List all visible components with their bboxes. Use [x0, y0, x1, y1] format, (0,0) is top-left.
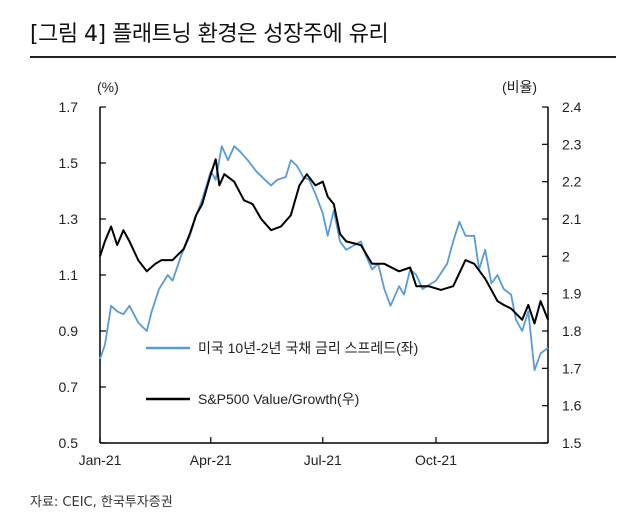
- left-tick-label: 1.3: [59, 211, 79, 227]
- left-tick-label: 0.5: [59, 435, 79, 451]
- title-divider: [30, 56, 616, 58]
- chart-title: [그림 4] 플래트닝 환경은 성장주에 유리: [30, 22, 389, 47]
- spread-line: [99, 145, 549, 372]
- x-tick-label: Oct-21: [415, 452, 457, 468]
- right-tick-label: 1.7: [562, 360, 582, 376]
- left-tick-label: 1.1: [59, 267, 79, 283]
- left-tick-label: 0.7: [59, 379, 79, 395]
- left-tick-label: 1.5: [59, 155, 79, 171]
- right-tick-label: 2.4: [562, 99, 582, 115]
- left-tick-label: 1.7: [59, 99, 79, 115]
- x-tick-label: Jul-21: [304, 452, 342, 468]
- right-tick-label: 1.8: [562, 323, 582, 339]
- x-tick-label: Jan-21: [79, 452, 122, 468]
- legend-label-value-growth: S&P500 Value/Growth(우): [198, 391, 359, 407]
- legend-label-spread: 미국 10년-2년 국채 금리 스프레드(좌): [198, 340, 418, 356]
- left-tick-label: 0.9: [59, 323, 79, 339]
- right-tick-label: 1.5: [562, 435, 582, 451]
- value-growth-line: [99, 158, 549, 325]
- right-tick-label: 1.6: [562, 398, 582, 414]
- right-tick-label: 2.1: [562, 211, 582, 227]
- source-note: 자료: CEIC, 한국투자증권: [30, 495, 173, 510]
- x-tick-label: Apr-21: [190, 452, 232, 468]
- right-tick-label: 2.3: [562, 136, 582, 152]
- right-tick-label: 1.9: [562, 286, 582, 302]
- right-tick-label: 2: [562, 248, 570, 264]
- right-axis-unit: (비율): [502, 79, 537, 95]
- left-axis-unit: (%): [97, 79, 119, 95]
- right-tick-label: 2.2: [562, 174, 582, 190]
